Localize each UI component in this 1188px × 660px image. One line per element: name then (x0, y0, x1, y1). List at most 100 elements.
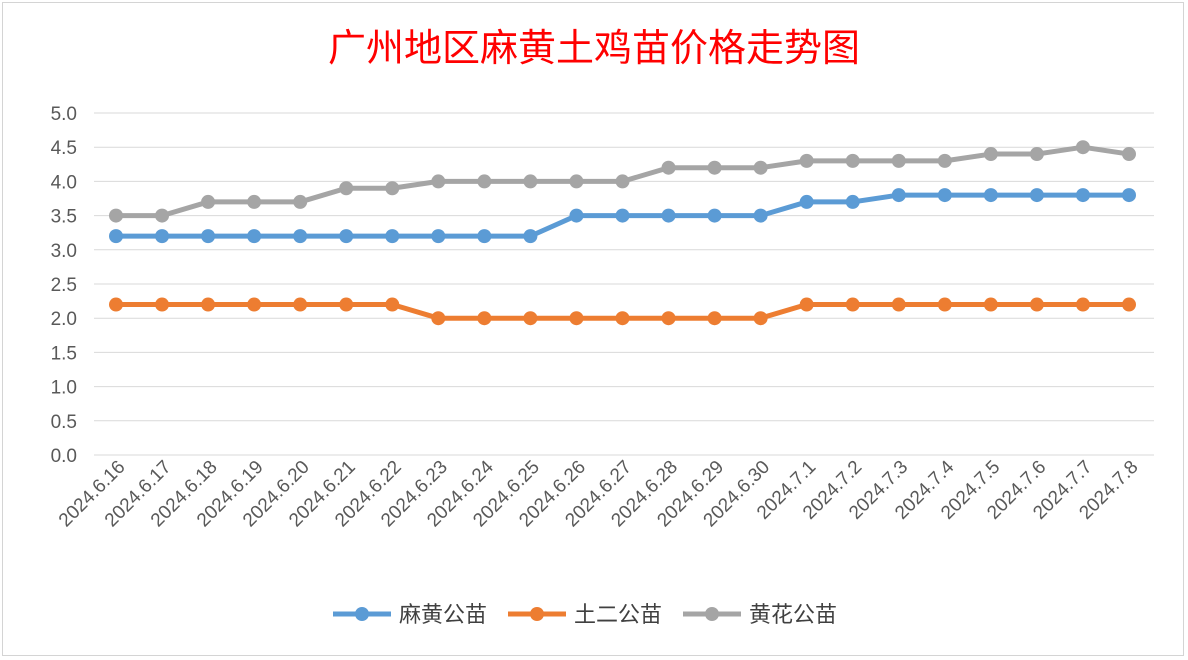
data-point (983, 297, 998, 312)
data-point (155, 208, 170, 223)
data-point (523, 229, 538, 244)
data-point (1075, 140, 1090, 155)
data-point (661, 208, 676, 223)
legend-label: 土二公苗 (574, 603, 662, 628)
legend-item: 麻黄公苗 (333, 603, 487, 628)
data-point (1029, 188, 1044, 203)
y-tick-label: 1.5 (51, 343, 77, 364)
data-point (247, 297, 262, 312)
data-point (293, 229, 308, 244)
y-axis-tick-labels: 0.0 0.5 1.0 1.5 2.0 2.5 3.0 3.5 4.0 4.5 5.0 (51, 104, 77, 467)
data-point (1122, 297, 1136, 312)
data-point (753, 160, 768, 175)
chart-title: 广州地区麻黄土鸡苗价格走势图 (328, 26, 860, 70)
data-point (891, 297, 906, 312)
data-point (845, 153, 860, 168)
data-point (937, 188, 952, 203)
y-tick-label: 2.0 (51, 309, 77, 330)
gridlines (94, 112, 1154, 456)
data-point (247, 194, 262, 209)
data-point (983, 147, 998, 162)
y-tick-label: 4.0 (51, 172, 77, 193)
legend-item: 黄花公苗 (683, 603, 837, 628)
data-point (753, 208, 768, 223)
data-point (615, 311, 630, 326)
series-1 (109, 188, 1136, 244)
y-tick-label: 3.0 (51, 241, 77, 262)
data-point (707, 311, 722, 326)
data-point (1075, 297, 1090, 312)
data-point (615, 174, 630, 189)
legend-item: 土二公苗 (508, 603, 662, 628)
legend-marker (355, 607, 369, 621)
data-point (477, 311, 492, 326)
data-point (1122, 147, 1136, 162)
data-point (523, 174, 538, 189)
data-point (615, 208, 630, 223)
data-point (201, 194, 216, 209)
data-point (385, 229, 400, 244)
data-point (201, 297, 216, 312)
data-point (891, 153, 906, 168)
y-tick-label: 4.5 (51, 138, 77, 159)
data-point (201, 229, 216, 244)
data-point (293, 194, 308, 209)
legend-marker (530, 607, 544, 621)
data-point (661, 311, 676, 326)
data-point (569, 208, 584, 223)
y-tick-label: 5.0 (51, 104, 77, 125)
data-point (891, 188, 906, 203)
data-point (707, 208, 722, 223)
data-point (1029, 297, 1044, 312)
series-lines (109, 140, 1136, 326)
data-point (339, 181, 354, 196)
data-point (155, 297, 170, 312)
data-point (109, 297, 123, 312)
data-point (983, 188, 998, 203)
series-2 (109, 297, 1136, 326)
legend-label: 麻黄公苗 (399, 603, 487, 628)
y-tick-label: 1.0 (51, 378, 77, 399)
data-point (477, 229, 492, 244)
data-point (937, 153, 952, 168)
data-point (431, 174, 446, 189)
data-point (845, 194, 860, 209)
data-point (799, 153, 814, 168)
data-point (339, 297, 354, 312)
legend-marker (705, 607, 719, 621)
data-point (155, 229, 170, 244)
legend: 麻黄公苗 土二公苗 黄花公苗 (333, 603, 837, 628)
data-point (477, 174, 492, 189)
data-point (1029, 147, 1044, 162)
data-point (799, 297, 814, 312)
y-tick-label: 0.0 (51, 446, 77, 467)
data-point (385, 181, 400, 196)
x-axis-tick-labels: 2024.6.162024.6.172024.6.182024.6.192024… (55, 456, 1143, 531)
data-point (431, 311, 446, 326)
data-point (799, 194, 814, 209)
y-tick-label: 2.5 (51, 275, 77, 296)
data-point (523, 311, 538, 326)
data-point (339, 229, 354, 244)
data-point (845, 297, 860, 312)
data-point (569, 174, 584, 189)
series-3 (109, 140, 1136, 223)
data-point (431, 229, 446, 244)
y-tick-label: 0.5 (51, 412, 77, 433)
data-point (109, 208, 123, 223)
data-point (661, 160, 676, 175)
data-point (707, 160, 722, 175)
data-point (385, 297, 400, 312)
data-point (293, 297, 308, 312)
data-point (569, 311, 584, 326)
y-tick-label: 3.5 (51, 207, 77, 228)
data-point (1075, 188, 1090, 203)
data-point (109, 229, 123, 244)
data-point (753, 311, 768, 326)
data-point (247, 229, 262, 244)
data-point (937, 297, 952, 312)
legend-label: 黄花公苗 (749, 603, 837, 628)
data-point (1122, 188, 1136, 203)
